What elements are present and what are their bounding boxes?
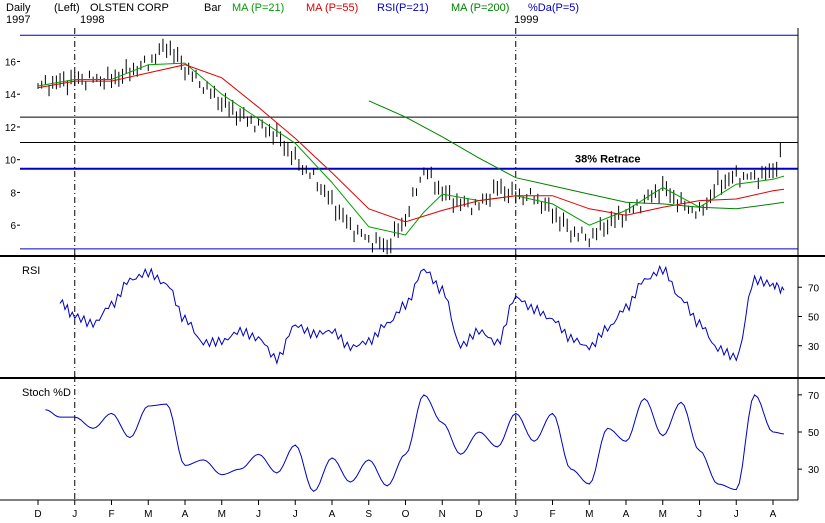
y-tick-label: 16 <box>5 57 17 68</box>
y-tick-label: 70 <box>808 283 820 294</box>
x-tick-label: J <box>513 509 518 520</box>
price-panel: 6 8 10 12 14 16 38% Retrace <box>5 28 798 255</box>
header-label: MA (P=21) <box>232 2 284 14</box>
x-tick-label: M <box>144 509 152 520</box>
y-tick-label: 10 <box>5 156 17 167</box>
series-line <box>59 264 785 365</box>
x-tick-label: J <box>293 509 298 520</box>
x-tick-label: O <box>402 509 410 520</box>
annotation-label: 38% Retrace <box>575 154 640 166</box>
y-tick-label: 30 <box>808 465 820 476</box>
header-label: OLSTEN CORP <box>90 2 169 14</box>
x-tick-label: A <box>182 509 189 520</box>
header-label: MA (P=200) <box>451 2 509 14</box>
x-tick-label: J <box>697 509 702 520</box>
series-line <box>368 100 785 210</box>
y-tick-label: 12 <box>5 123 17 134</box>
series-line <box>37 62 785 236</box>
y-tick-label: 50 <box>808 428 820 439</box>
series-line <box>37 64 785 223</box>
y-tick-label: 30 <box>808 342 820 353</box>
y-tick-label: 70 <box>808 391 820 402</box>
y-tick-label: 14 <box>5 90 17 101</box>
rsi-panel: 30 50 70 RSI <box>22 254 820 377</box>
x-tick-label: N <box>439 509 446 520</box>
x-tick-label: A <box>329 509 336 520</box>
series-line <box>45 394 785 493</box>
header-label: (Left) <box>54 2 80 14</box>
x-tick-label: J <box>734 509 739 520</box>
x-tick-label: J <box>256 509 261 520</box>
x-tick-label: S <box>365 509 372 520</box>
x-tick-label: J <box>72 509 77 520</box>
x-tick-label: F <box>108 509 114 520</box>
x-tick-label: F <box>549 509 555 520</box>
y-tick-label: 8 <box>10 188 16 199</box>
panel-title: Stoch %D <box>22 387 71 399</box>
x-tick-label: D <box>34 509 41 520</box>
x-tick-label: A <box>770 509 777 520</box>
header-label: %Da(P=5) <box>528 2 579 14</box>
x-tick-label: D <box>475 509 482 520</box>
header-label: RSI(P=21) <box>377 2 429 14</box>
y-tick-label: 50 <box>808 313 820 324</box>
header-label: Bar <box>204 2 221 14</box>
y-tick-label: 6 <box>10 221 16 232</box>
x-tick-label: M <box>218 509 226 520</box>
header-year: 1997 <box>6 14 30 26</box>
header-year: 1999 <box>514 14 538 26</box>
panel-title: RSI <box>22 265 40 277</box>
header-label: Daily <box>6 2 31 14</box>
header-label: MA (P=55) <box>306 2 358 14</box>
x-tick-label: M <box>585 509 593 520</box>
x-tick-label: A <box>623 509 630 520</box>
header-year: 1998 <box>80 14 104 26</box>
x-tick-label: M <box>659 509 667 520</box>
chart-header: Daily (Left) OLSTEN CORP Bar MA (P=21) MA (P=… <box>6 2 579 26</box>
stoch-panel: 30 50 70 Stoch %D <box>22 376 820 499</box>
